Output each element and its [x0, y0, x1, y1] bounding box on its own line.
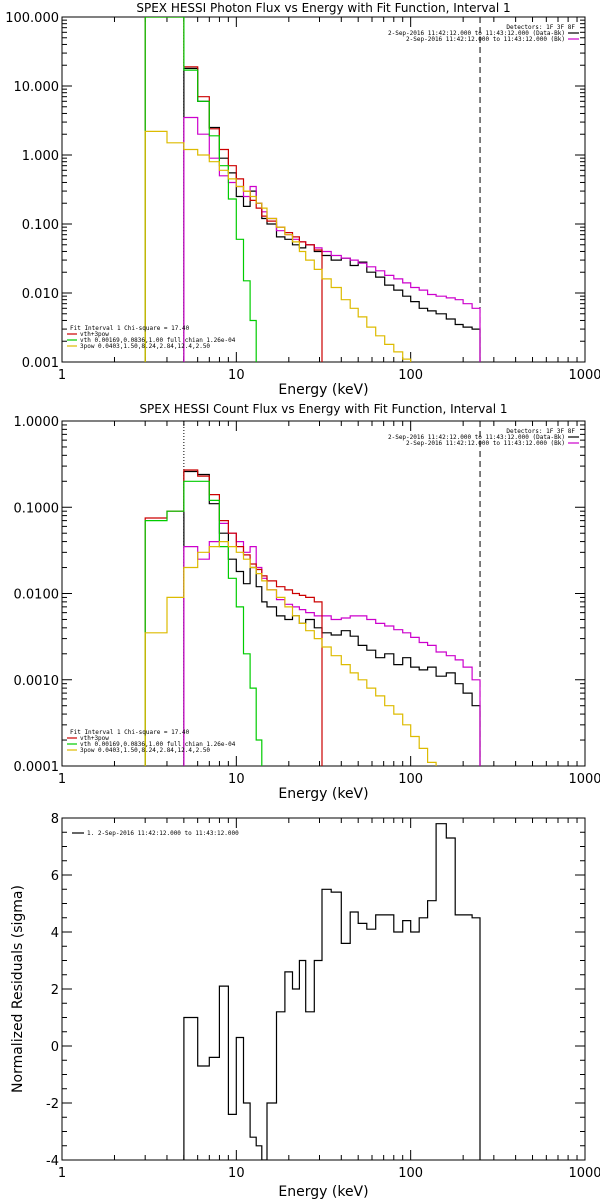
legend-label: vth 0.00169,0.0836,1.00 full chian 1.26e…: [80, 741, 236, 748]
y-tick-label: 8: [51, 812, 59, 827]
y-tick-label: 100.000: [5, 11, 59, 26]
legend-label: 3pow 0.0403,1.50,8.24,2.84,12.4,2.50: [80, 343, 210, 350]
x-axis-label: Energy (keV): [278, 1184, 368, 1200]
y-tick-label: -4: [46, 1154, 59, 1169]
series-line: [144, 17, 257, 362]
x-tick-label: 1000: [568, 368, 600, 383]
x-axis-label: Energy (keV): [278, 382, 368, 398]
legend-label: 2-Sep-2016 11:42:12.000 to 11:43:12.000 …: [406, 440, 565, 447]
legend-label: vth 0.00169,0.0836,1.00 full chian 1.26e…: [80, 337, 236, 344]
x-axis-label: Energy (keV): [278, 786, 368, 802]
series-line: [183, 67, 481, 362]
y-tick-label: 6: [51, 869, 59, 884]
x-tick-label: 1: [58, 772, 66, 787]
x-tick-label: 1: [58, 368, 66, 383]
y-tick-label: 10.000: [14, 80, 60, 95]
chart-panel-2: 1 10 100 1000 0.0001 0.0010 0.0100 0.1000 1.0000…: [14, 402, 600, 802]
legend-label: vth+3pow: [80, 735, 109, 742]
plot-frame: [61, 16, 586, 363]
series-line: [144, 469, 323, 766]
chart-panel-1: 1 10 100 1000 0.001 0.010 0.100 1.000 10.000 100.…: [5, 1, 600, 398]
x-tick-label: 10: [228, 1166, 245, 1181]
y-tick-label: 2: [51, 983, 59, 998]
x-tick-label: 10: [228, 368, 245, 383]
y-tick-label: 0.0001: [14, 760, 60, 775]
chart-title: SPEX HESSI Count Flux vs Energy with Fit…: [139, 402, 507, 416]
y-tick-label: 0.001: [22, 356, 59, 371]
x-tick-label: 1000: [568, 1166, 600, 1181]
y-tick-label: 0.100: [22, 218, 59, 233]
series-line: [144, 541, 437, 766]
x-tick-label: 1000: [568, 772, 600, 787]
data-area: [183, 823, 481, 1160]
series-line: [144, 480, 263, 766]
data-area: [144, 469, 481, 766]
series-line: [183, 522, 481, 766]
series-line: [144, 17, 323, 362]
y-tick-label: 0.1000: [14, 501, 60, 516]
legend-header: Detectors: 1F 3F 8F: [506, 428, 575, 435]
data-area: [144, 17, 481, 362]
y-tick-label: 1.000: [22, 149, 59, 164]
legend-header: Detectors: 1F 3F 8F: [506, 24, 575, 31]
y-tick-label: -2: [46, 1097, 59, 1112]
y-tick-label: 4: [51, 926, 59, 941]
x-tick-label: 100: [398, 368, 423, 383]
legend-label: vth+3pow: [80, 331, 109, 338]
series-line: [183, 470, 481, 766]
series-line: [144, 130, 412, 362]
y-tick-label: 0.010: [22, 287, 59, 302]
plot-frame: [61, 817, 586, 1161]
legend-label: 2-Sep-2016 11:42:12.000 to 11:43:12.000 …: [406, 36, 565, 43]
y-axis-label: Normalized Residuals (sigma): [10, 885, 26, 1093]
y-tick-label: 0: [51, 1040, 59, 1055]
plot-frame: [61, 420, 586, 767]
legend-label: 1. 2-Sep-2016 11:42:12.000 to 11:43:12.0…: [87, 830, 239, 837]
series-line: [183, 823, 481, 1160]
legend-header: Fit Interval 1 Chi-square = 17.40: [70, 729, 190, 736]
legend-label: 2-Sep-2016 11:42:12.000 to 11:43:12.000 …: [388, 30, 565, 37]
chart-panel-3: 1 10 100 1000 -4 -2 0 2 4 6 8 Energy (keV) Normalize…: [10, 812, 600, 1200]
x-tick-label: 1: [58, 1166, 66, 1181]
legend-header: Fit Interval 1 Chi-square = 17.40: [70, 325, 190, 332]
y-tick-label: 1.0000: [14, 415, 60, 430]
legend-label: 2-Sep-2016 11:42:12.000 to 11:43:12.000 …: [388, 434, 565, 441]
x-tick-label: 100: [398, 1166, 423, 1181]
y-tick-label: 0.0100: [14, 588, 60, 603]
x-tick-label: 100: [398, 772, 423, 787]
y-tick-label: 0.0010: [14, 674, 60, 689]
legend-label: 3pow 0.0403,1.50,8.24,2.84,12.4,2.50: [80, 747, 210, 754]
chart-title: SPEX HESSI Photon Flux vs Energy with Fi…: [136, 1, 510, 15]
x-tick-label: 10: [228, 772, 245, 787]
